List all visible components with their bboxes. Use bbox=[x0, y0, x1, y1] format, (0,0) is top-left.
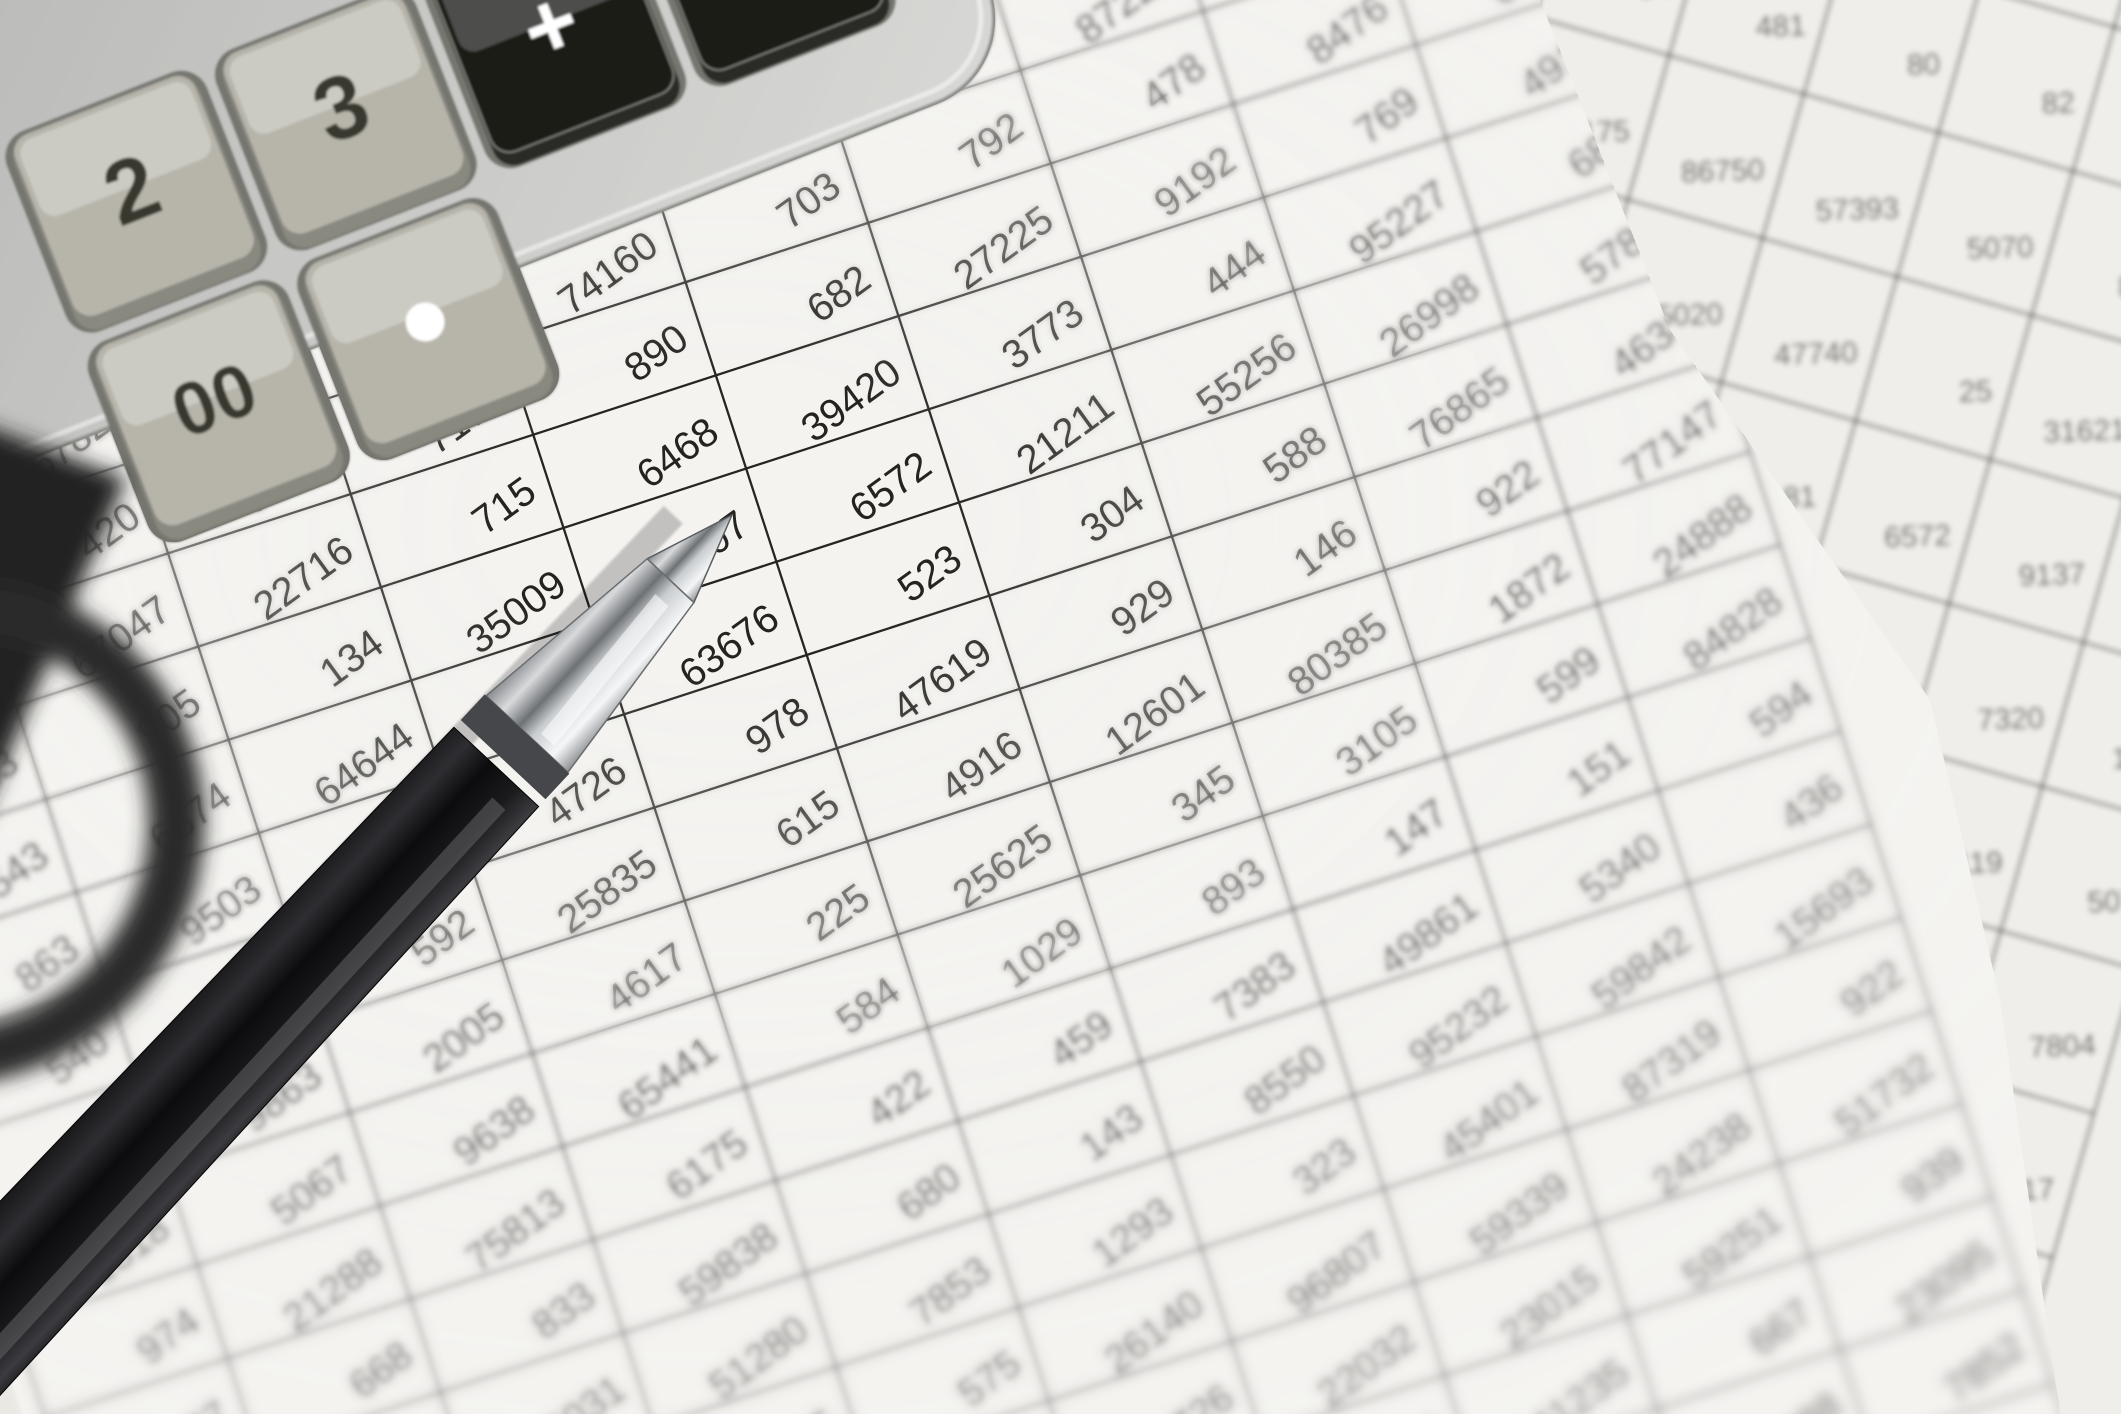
svg-text:7320: 7320 bbox=[1977, 702, 2045, 737]
svg-text:7804: 7804 bbox=[2029, 1029, 2097, 1064]
svg-text:57393: 57393 bbox=[1815, 192, 1900, 228]
svg-text:815: 815 bbox=[2117, 269, 2121, 304]
svg-text:47740: 47740 bbox=[1774, 336, 1859, 372]
svg-text:481: 481 bbox=[1755, 9, 1806, 44]
svg-text:31621: 31621 bbox=[2043, 413, 2121, 449]
svg-text:86750: 86750 bbox=[1680, 153, 1765, 189]
svg-text:6572: 6572 bbox=[1884, 519, 1952, 554]
svg-text:82: 82 bbox=[2041, 86, 2076, 120]
svg-text:25: 25 bbox=[1958, 375, 1993, 409]
svg-text:507: 507 bbox=[2087, 885, 2121, 920]
svg-text:1369: 1369 bbox=[2111, 740, 2121, 775]
svg-text:5070: 5070 bbox=[1966, 231, 2034, 266]
svg-text:80: 80 bbox=[1906, 48, 1941, 82]
svg-text:9137: 9137 bbox=[2018, 558, 2086, 593]
